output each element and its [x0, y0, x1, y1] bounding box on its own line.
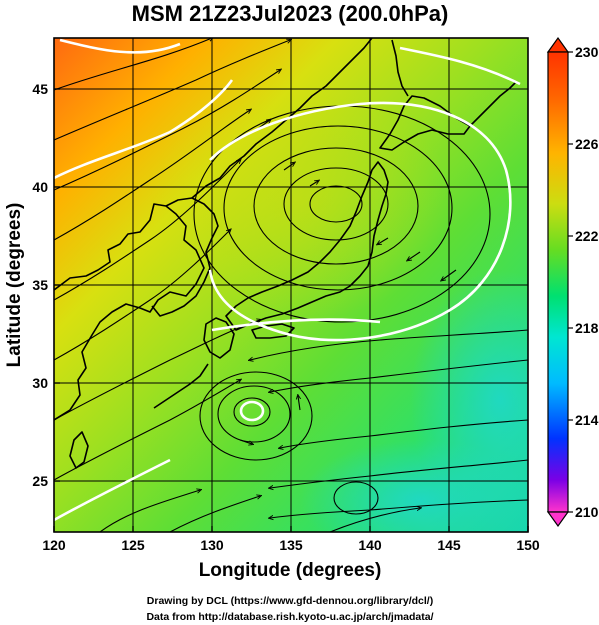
- coastline-kurils: [469, 81, 517, 127]
- x-axis-ticks: 120 125 130 135 140 145 150: [42, 526, 540, 553]
- colorbar-tick-label: 230: [575, 44, 599, 60]
- colorbar-bottom-arrow: [546, 511, 570, 528]
- low-field-blob-south: [300, 440, 528, 532]
- contour-lines: [54, 38, 521, 522]
- x-tick-label: 145: [437, 537, 461, 553]
- southern-streamlines: [99, 481, 420, 532]
- y-tick-label: 35: [32, 277, 48, 293]
- contour-top: [59, 38, 181, 54]
- colorbar-ramp: [547, 51, 569, 513]
- y-tick-label: 25: [32, 473, 48, 489]
- coastline-kyushu: [203, 317, 235, 359]
- x-tick-label: 130: [200, 537, 224, 553]
- grid-lines: [54, 38, 528, 532]
- anticyclone-loops: [193, 105, 491, 323]
- coastline-korean-peninsula: [151, 197, 219, 317]
- colorbar-ticks: 230 226 222 218 214 210: [568, 44, 599, 520]
- contour-subtropical: [211, 318, 381, 332]
- colorbar-tick-label: 222: [575, 228, 599, 244]
- contour-outer-anticyclone: [208, 101, 512, 342]
- contour-northeast: [399, 46, 521, 86]
- coastline-china-korea: [54, 203, 205, 421]
- cyclone-loops: [199, 371, 313, 461]
- y-axis-label: Latitude (degrees): [4, 203, 25, 368]
- coastline-shikoku: [251, 323, 295, 339]
- colorbar-tick-label: 218: [575, 320, 599, 336]
- streamlines-westerly: [54, 38, 290, 481]
- credit-drawing: Drawing by DCL (https://www.gfd-dennou.o…: [147, 595, 433, 607]
- streamlines: [54, 38, 528, 532]
- coastline-sakhalin: [391, 39, 409, 97]
- y-axis-ticks: 25 30 35 40 45: [32, 81, 60, 489]
- x-tick-label: 150: [516, 537, 540, 553]
- x-tick-label: 125: [121, 537, 145, 553]
- contour-cyclone-center: [239, 400, 265, 422]
- contour-northern: [54, 79, 234, 180]
- credit-data: Data from http://database.rish.kyoto-u.a…: [146, 611, 433, 623]
- colorbar: 230 226 222 218 214 210: [546, 36, 599, 528]
- coastline-taiwan: [69, 431, 89, 469]
- high-field-blob: [150, 80, 450, 320]
- x-tick-label: 135: [279, 537, 303, 553]
- y-tick-label: 45: [32, 81, 48, 97]
- coastline-ryukyu: [153, 363, 209, 409]
- plot-area: [54, 38, 528, 532]
- colorbar-tick-label: 226: [575, 136, 599, 152]
- chart-title: MSM 21Z23Jul2023 (200.0hPa): [132, 1, 449, 26]
- x-axis-label: Longitude (degrees): [199, 560, 382, 581]
- contour-southwest: [54, 458, 171, 522]
- x-tick-label: 140: [358, 537, 382, 553]
- x-tick-label: 120: [42, 537, 66, 553]
- colorbar-tick-label: 210: [575, 504, 599, 520]
- colorbar-top-arrow: [546, 36, 570, 53]
- y-tick-label: 30: [32, 375, 48, 391]
- y-tick-label: 40: [32, 179, 48, 195]
- colorbar-tick-label: 214: [575, 412, 599, 428]
